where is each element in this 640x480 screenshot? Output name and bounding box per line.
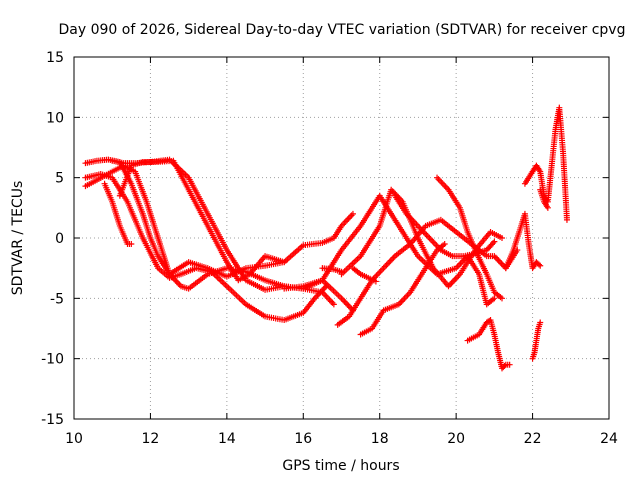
data-point — [501, 362, 508, 369]
x-tick-label: 18 — [371, 431, 389, 447]
y-tick-label: 15 — [46, 50, 64, 66]
series-track-13 — [349, 265, 379, 285]
data-point — [499, 295, 505, 302]
data-point — [491, 295, 498, 302]
series-track-11 — [392, 192, 498, 260]
data-point — [330, 301, 337, 308]
data-points — [82, 104, 570, 372]
series-track-8 — [281, 192, 498, 308]
series-track-17 — [529, 319, 544, 362]
x-tick-label: 14 — [218, 431, 236, 447]
y-tick-label: 10 — [46, 110, 64, 126]
y-tick-label: -5 — [50, 291, 64, 307]
data-point — [338, 268, 345, 275]
data-point — [544, 204, 551, 211]
x-axis-ticks: 10 12 14 16 18 20 22 24 — [65, 57, 618, 447]
x-tick-label: 20 — [447, 431, 465, 447]
y-axis-label: SDTVAR / TECUs — [10, 181, 26, 296]
series-track-15 — [464, 317, 513, 372]
y-tick-label: -10 — [41, 352, 64, 368]
x-tick-label: 10 — [65, 431, 83, 447]
data-point — [499, 235, 505, 241]
series-track-12 — [434, 174, 505, 302]
data-point — [441, 241, 448, 248]
series-track-14 — [319, 265, 345, 275]
data-point — [128, 241, 135, 248]
chart-title: Day 090 of 2026, Sidereal Day-to-day VTE… — [59, 22, 626, 38]
series-track-10 — [357, 241, 448, 338]
x-tick-label: 24 — [600, 431, 618, 447]
y-tick-label: -15 — [41, 412, 64, 428]
series-track-6 — [101, 180, 135, 248]
data-point — [535, 261, 542, 268]
x-axis-label: GPS time / hours — [282, 458, 399, 474]
series-track-5 — [116, 157, 356, 284]
data-point — [349, 210, 356, 217]
data-point — [537, 262, 544, 269]
data-point — [491, 238, 498, 245]
series-track-16 — [502, 210, 544, 272]
plot-frame — [73, 56, 610, 420]
x-tick-label: 12 — [142, 431, 160, 447]
data-point — [563, 216, 570, 223]
y-axis-ticks: -15 -10 -5 0 5 10 15 — [41, 50, 609, 428]
x-tick-label: 16 — [294, 431, 312, 447]
data-point — [372, 278, 379, 285]
data-point — [537, 319, 544, 326]
series-track-19 — [537, 186, 551, 211]
y-tick-label: 0 — [55, 231, 64, 247]
x-tick-label: 22 — [524, 431, 542, 447]
y-tick-label: 5 — [55, 171, 64, 187]
data-point — [506, 361, 513, 368]
